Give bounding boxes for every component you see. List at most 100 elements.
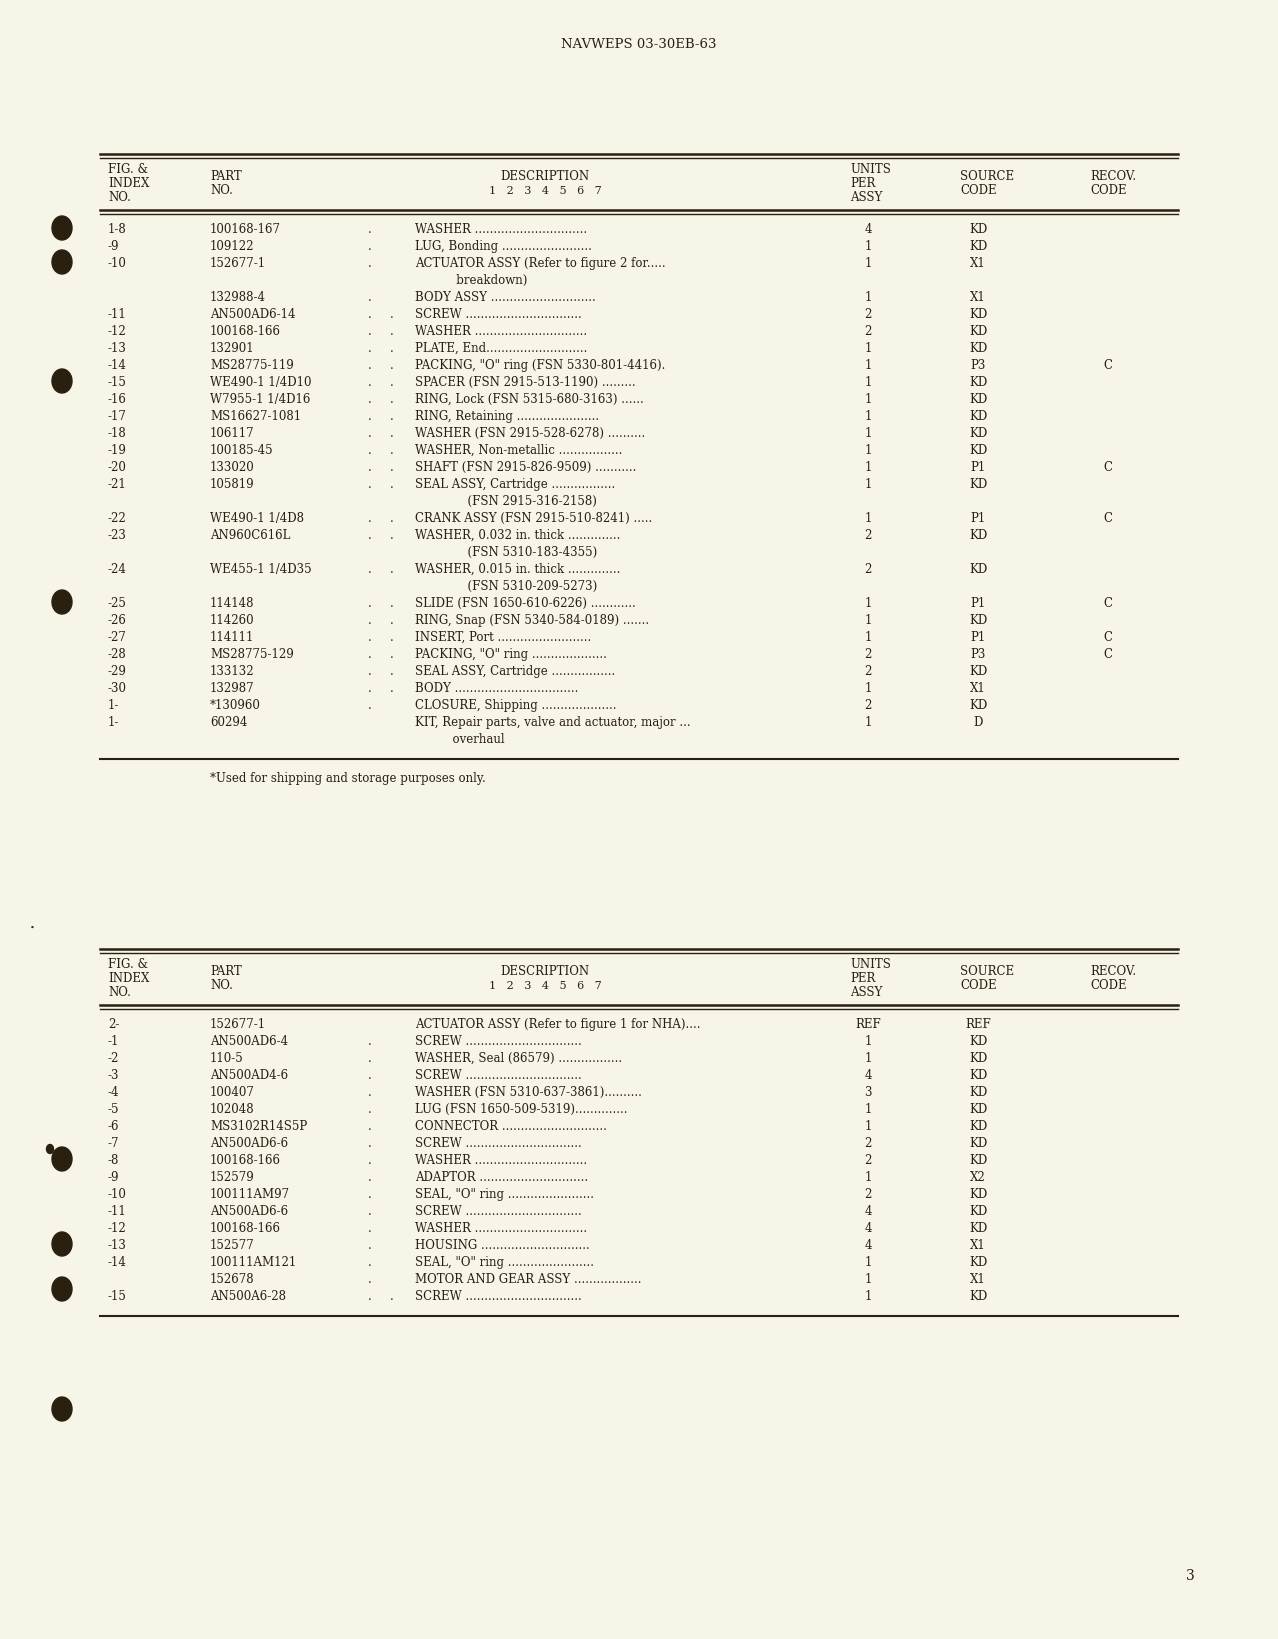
Text: -30: -30 — [109, 682, 127, 695]
Text: SCREW ...............................: SCREW ............................... — [415, 1290, 581, 1303]
Text: PLATE, End...........................: PLATE, End........................... — [415, 343, 588, 354]
Text: 2: 2 — [864, 562, 872, 575]
Text: .: . — [368, 647, 372, 661]
Text: WASHER, 0.015 in. thick ..............: WASHER, 0.015 in. thick .............. — [415, 562, 620, 575]
Text: PER: PER — [850, 177, 875, 190]
Text: 109122: 109122 — [210, 239, 254, 252]
Text: -19: -19 — [109, 444, 127, 457]
Text: SOURCE: SOURCE — [960, 170, 1015, 184]
Text: .: . — [368, 426, 372, 439]
Text: P3: P3 — [970, 359, 985, 372]
Text: -17: -17 — [109, 410, 127, 423]
Text: -22: -22 — [109, 511, 127, 524]
Text: -16: -16 — [109, 393, 127, 406]
Text: 1: 1 — [864, 1034, 872, 1047]
Text: -13: -13 — [109, 343, 127, 354]
Text: SEAL ASSY, Cartridge .................: SEAL ASSY, Cartridge ................. — [415, 664, 615, 677]
Text: .: . — [368, 1069, 372, 1082]
Text: X1: X1 — [970, 682, 985, 695]
Text: 100111AM97: 100111AM97 — [210, 1187, 290, 1200]
Text: PART: PART — [210, 964, 242, 977]
Text: 2: 2 — [864, 647, 872, 661]
Text: .: . — [390, 562, 394, 575]
Text: -9: -9 — [109, 1170, 120, 1183]
Text: -18: -18 — [109, 426, 127, 439]
Text: .: . — [390, 444, 394, 457]
Text: SEAL, "O" ring .......................: SEAL, "O" ring ....................... — [415, 1187, 594, 1200]
Text: -14: -14 — [109, 1255, 127, 1269]
Text: ASSY: ASSY — [850, 190, 882, 203]
Text: .: . — [390, 511, 394, 524]
Text: .: . — [368, 511, 372, 524]
Text: .: . — [368, 461, 372, 474]
Text: 152677-1: 152677-1 — [210, 257, 266, 270]
Text: KD: KD — [969, 343, 987, 354]
Text: SCREW ...............................: SCREW ............................... — [415, 1034, 581, 1047]
Text: 106117: 106117 — [210, 426, 254, 439]
Text: -6: -6 — [109, 1119, 120, 1133]
Text: .: . — [368, 1154, 372, 1167]
Text: .: . — [368, 223, 372, 236]
Text: X1: X1 — [970, 1237, 985, 1251]
Text: P1: P1 — [970, 597, 985, 610]
Text: .: . — [368, 631, 372, 644]
Text: SCREW ...............................: SCREW ............................... — [415, 308, 581, 321]
Text: 2: 2 — [864, 529, 872, 541]
Text: KD: KD — [969, 444, 987, 457]
Text: RING, Snap (FSN 5340-584-0189) .......: RING, Snap (FSN 5340-584-0189) ....... — [415, 613, 649, 626]
Text: AN500AD6-14: AN500AD6-14 — [210, 308, 295, 321]
Text: ACTUATOR ASSY (Refer to figure 1 for NHA)....: ACTUATOR ASSY (Refer to figure 1 for NHA… — [415, 1018, 700, 1031]
Text: .: . — [368, 1136, 372, 1149]
Text: breakdown): breakdown) — [415, 274, 528, 287]
Text: .: . — [368, 1205, 372, 1218]
Text: CRANK ASSY (FSN 2915-510-8241) .....: CRANK ASSY (FSN 2915-510-8241) ..... — [415, 511, 652, 524]
Text: KD: KD — [969, 1103, 987, 1115]
Text: -14: -14 — [109, 359, 127, 372]
Text: KD: KD — [969, 1051, 987, 1064]
Text: 110-5: 110-5 — [210, 1051, 244, 1064]
Text: 1: 1 — [864, 682, 872, 695]
Text: 1: 1 — [864, 511, 872, 524]
Text: REF: REF — [855, 1018, 881, 1031]
Text: KD: KD — [969, 393, 987, 406]
Text: (FSN 5310-209-5273): (FSN 5310-209-5273) — [415, 580, 597, 593]
Text: 152577: 152577 — [210, 1237, 254, 1251]
Text: RECOV.: RECOV. — [1090, 170, 1136, 184]
Text: -23: -23 — [109, 529, 127, 541]
Text: -10: -10 — [109, 257, 127, 270]
Text: 1: 1 — [864, 1051, 872, 1064]
Text: KD: KD — [969, 308, 987, 321]
Text: KIT, Repair parts, valve and actuator, major ...: KIT, Repair parts, valve and actuator, m… — [415, 716, 690, 729]
Ellipse shape — [52, 370, 72, 393]
Text: *Used for shipping and storage purposes only.: *Used for shipping and storage purposes … — [210, 772, 486, 785]
Text: 60294: 60294 — [210, 716, 248, 729]
Text: .: . — [390, 647, 394, 661]
Text: 1: 1 — [864, 239, 872, 252]
Text: -11: -11 — [109, 1205, 127, 1218]
Text: C: C — [1103, 597, 1113, 610]
Text: .: . — [368, 257, 372, 270]
Text: WASHER ..............................: WASHER .............................. — [415, 1154, 587, 1167]
Text: SEAL, "O" ring .......................: SEAL, "O" ring ....................... — [415, 1255, 594, 1269]
Text: KD: KD — [969, 1154, 987, 1167]
Text: .: . — [368, 375, 372, 388]
Text: .: . — [390, 1290, 394, 1303]
Text: KD: KD — [969, 1136, 987, 1149]
Text: KD: KD — [969, 239, 987, 252]
Text: .: . — [368, 1119, 372, 1133]
Text: -26: -26 — [109, 613, 127, 626]
Text: WASHER (FSN 2915-528-6278) ..........: WASHER (FSN 2915-528-6278) .......... — [415, 426, 645, 439]
Text: 105819: 105819 — [210, 477, 254, 490]
Text: CLOSURE, Shipping ....................: CLOSURE, Shipping .................... — [415, 698, 616, 711]
Text: -1: -1 — [109, 1034, 119, 1047]
Text: KD: KD — [969, 1255, 987, 1269]
Text: .: . — [390, 631, 394, 644]
Text: KD: KD — [969, 1034, 987, 1047]
Text: .: . — [368, 597, 372, 610]
Text: 152678: 152678 — [210, 1272, 254, 1285]
Text: AN500A6-28: AN500A6-28 — [210, 1290, 286, 1303]
Text: .: . — [368, 529, 372, 541]
Text: -13: -13 — [109, 1237, 127, 1251]
Text: -3: -3 — [109, 1069, 120, 1082]
Text: KD: KD — [969, 562, 987, 575]
